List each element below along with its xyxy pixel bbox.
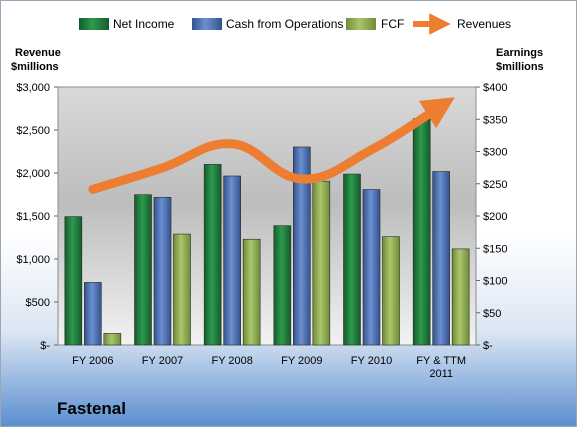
bar-cash-from-operations xyxy=(432,171,450,346)
legend-label-fcf: FCF xyxy=(381,17,404,31)
right-axis-tick-label: $- xyxy=(483,340,493,352)
line-revenues xyxy=(88,97,455,194)
right-axis-tick-label: $200 xyxy=(483,211,507,223)
bar-cash-from-operations xyxy=(293,146,311,346)
category-label: FY & TTM 2011 xyxy=(416,355,466,380)
category-label: FY 2010 xyxy=(351,355,392,367)
right-axis-tick-label: $50 xyxy=(483,308,501,320)
legend-label-net-income: Net Income xyxy=(113,17,175,31)
bar-cash-from-operations xyxy=(362,189,381,346)
left-axis: $- $500 $1,000 $1,500 $2,000 $2,500 $3,000 xyxy=(16,82,58,352)
bar-net-income xyxy=(64,216,83,346)
bar-net-income xyxy=(412,118,431,346)
category-label: FY 2008 xyxy=(211,355,252,367)
left-axis-tick-label: $- xyxy=(40,340,50,352)
revenue-series xyxy=(88,97,455,194)
legend-swatch-fcf xyxy=(346,18,376,30)
bar-net-income xyxy=(134,194,152,346)
bar-cash-from-operations xyxy=(223,175,241,346)
right-axis-title-line1: Earnings xyxy=(496,47,543,59)
legend-label-revenues: Revenues xyxy=(457,17,511,31)
category-label: FY 2009 xyxy=(281,355,322,367)
category-label: FY 2006 xyxy=(72,355,113,367)
left-axis-tick-label: $1,000 xyxy=(16,254,50,266)
left-axis-title-line2: $millions xyxy=(11,61,59,73)
right-axis-tick-label: $300 xyxy=(483,147,507,159)
category-axis: FY 2006 FY 2007 FY 2008 FY 2009 FY 2010 FY & … xyxy=(72,355,466,380)
legend-label-cash-from-operations: Cash from Operations xyxy=(226,17,343,31)
right-axis-tick-label: $150 xyxy=(483,243,507,255)
category-label: FY 2007 xyxy=(142,355,183,367)
bar-fcf xyxy=(173,233,191,346)
bar-fcf xyxy=(382,236,400,346)
bar-cash-from-operations xyxy=(153,196,172,346)
bar-fcf xyxy=(451,248,470,346)
bar-cash-from-operations xyxy=(84,282,102,346)
right-axis-tick-label: $400 xyxy=(483,82,507,94)
legend-swatch-cash-from-operations xyxy=(192,18,222,30)
bar-fcf xyxy=(242,238,261,346)
left-axis-tick-label: $3,000 xyxy=(16,82,50,94)
left-axis-title-line1: Revenue xyxy=(15,47,61,59)
bar-fcf xyxy=(103,333,122,346)
left-axis-tick-label: $2,500 xyxy=(16,125,50,137)
right-axis: $- $50 $100 $150 $200 $250 $300 $350 $400 xyxy=(476,82,507,352)
legend-swatch-net-income xyxy=(79,18,109,30)
company-name: Fastenal xyxy=(57,399,126,418)
right-axis-tick-label: $350 xyxy=(483,114,507,126)
right-axis-tick-label: $250 xyxy=(483,179,507,191)
right-axis-title-line2: $millions xyxy=(496,61,544,73)
right-axis-tick-label: $100 xyxy=(483,276,507,288)
left-axis-tick-label: $1,500 xyxy=(16,211,50,223)
bar-net-income xyxy=(343,173,361,346)
bar-fcf xyxy=(312,180,331,346)
bar-net-income xyxy=(203,164,222,346)
left-axis-tick-label: $2,000 xyxy=(16,168,50,180)
bar-net-income xyxy=(273,225,292,346)
bars xyxy=(64,118,470,346)
left-axis-tick-label: $500 xyxy=(26,297,50,309)
legend: Net Income Cash from Operations FCF Reve… xyxy=(79,13,511,35)
